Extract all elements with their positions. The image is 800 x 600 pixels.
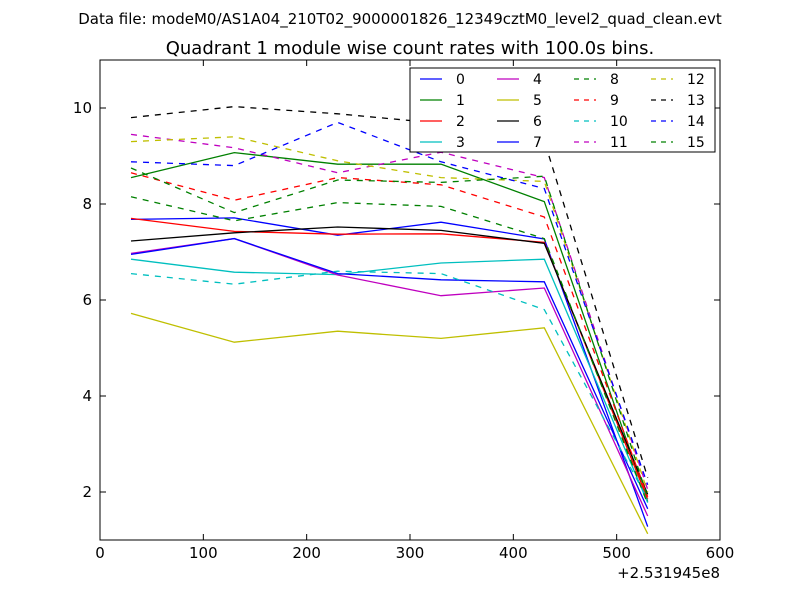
series-line-7 [130, 237, 649, 510]
legend-label-15: 15 [687, 135, 705, 151]
x-tick-label: 200 [292, 544, 321, 562]
series-line-9 [130, 172, 649, 498]
legend-label-4: 4 [533, 72, 542, 88]
x-tick-label: 500 [602, 544, 631, 562]
x-tick-label: 400 [499, 544, 528, 562]
x-tick-label: 600 [706, 544, 735, 562]
y-tick-label: 10 [73, 99, 92, 117]
series-line-13 [130, 105, 649, 478]
legend-label-6: 6 [533, 114, 542, 130]
legend-label-3: 3 [456, 135, 465, 151]
series-line-5 [130, 312, 649, 535]
series-line-3 [130, 258, 649, 503]
series-line-12 [130, 136, 649, 493]
series-line-11 [130, 133, 649, 490]
chart-title: Quadrant 1 module wise count rates with … [166, 38, 655, 59]
y-tick-label: 8 [82, 195, 92, 213]
y-tick-label: 6 [82, 291, 92, 309]
series-line-8 [130, 196, 649, 505]
legend-label-5: 5 [533, 93, 542, 109]
x-axis-offset-label: +2.531945e8 [617, 564, 720, 582]
legend-box [409, 67, 716, 153]
legend-label-11: 11 [610, 135, 628, 151]
series-line-14 [130, 121, 649, 486]
legend-label-12: 12 [687, 72, 705, 88]
y-axis: 2 4 6 8 10 [73, 99, 720, 501]
legend-label-2: 2 [456, 114, 465, 130]
legend-label-10: 10 [610, 114, 628, 130]
plot-lines [130, 105, 649, 535]
legend-label-14: 14 [687, 114, 705, 130]
series-line-6 [130, 226, 649, 495]
legend-label-13: 13 [687, 93, 705, 109]
series-line-15 [130, 167, 649, 498]
y-tick-label: 2 [82, 483, 92, 501]
legend-label-8: 8 [610, 72, 619, 88]
x-tick-label: 300 [396, 544, 425, 562]
legend-label-9: 9 [610, 93, 619, 109]
y-tick-label: 4 [82, 387, 92, 405]
legend-label-1: 1 [456, 93, 465, 109]
series-line-10 [130, 270, 649, 500]
figure-suptitle: Data file: modeM0/AS1A04_210T02_90000018… [78, 10, 722, 29]
x-tick-label: 100 [189, 544, 218, 562]
x-axis: 0 100 200 300 400 500 600 [95, 60, 734, 562]
x-tick-label: 0 [95, 544, 105, 562]
legend-label-0: 0 [456, 72, 465, 88]
legend-label-7: 7 [533, 135, 542, 151]
series-line-1 [130, 151, 649, 502]
